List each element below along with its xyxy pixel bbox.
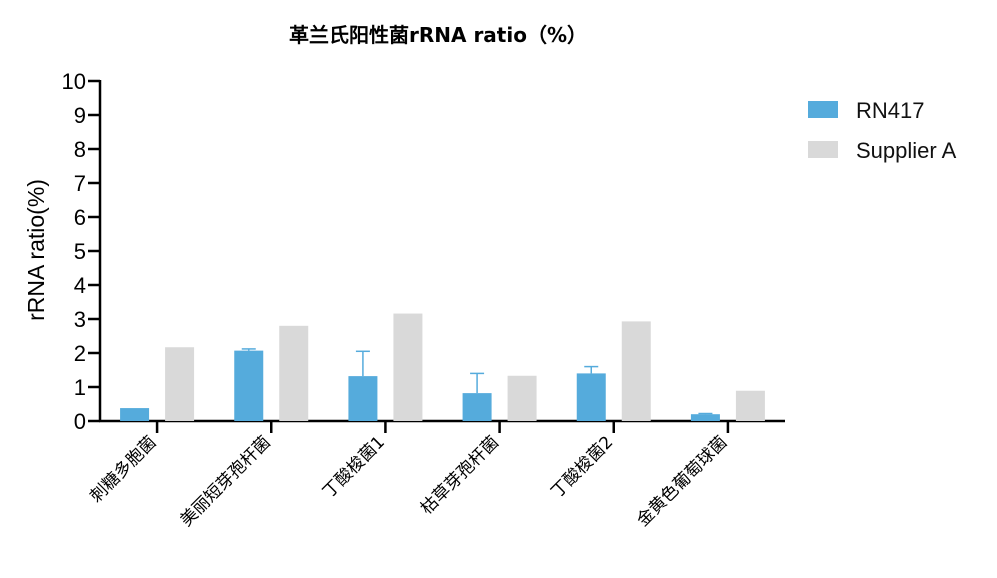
bar-rn417 [120, 408, 150, 421]
bar-rn417 [348, 376, 378, 421]
legend-label: Supplier A [856, 138, 957, 163]
y-tick-label: 10 [62, 69, 86, 94]
x-tick-label: 金黄色葡萄球菌 [633, 432, 731, 530]
y-tick-label: 7 [74, 171, 86, 196]
x-axis: 刺糖多胞菌 美丽短芽孢杆菌 丁酸梭菌1 枯草芽孢杆菌 丁酸梭菌2 金黄色葡萄球菌 [86, 419, 785, 531]
y-tick-label: 0 [74, 409, 86, 434]
y-tick-label: 3 [74, 307, 86, 332]
bar-supplier-a [735, 390, 765, 421]
y-axis: 0 1 2 3 4 5 6 7 8 9 10 [62, 69, 102, 434]
y-tick-label: 1 [74, 375, 86, 400]
chart-title: 革兰氏阳性菌rRNA ratio（%） [289, 23, 587, 47]
legend-swatch [808, 101, 838, 118]
x-tick-label: 刺糖多胞菌 [86, 432, 160, 506]
bar-supplier-a [165, 347, 195, 421]
legend-swatch [808, 141, 838, 158]
bar-supplier-a [279, 325, 309, 421]
bar-rn417 [690, 414, 720, 421]
bar-supplier-a [393, 313, 423, 421]
bar-supplier-a [621, 321, 651, 421]
y-tick-label: 5 [74, 239, 86, 264]
y-tick-label: 4 [74, 273, 86, 298]
x-tick-label: 丁酸梭菌2 [547, 432, 617, 502]
legend: RN417 Supplier A [808, 98, 957, 163]
x-tick-label: 美丽短芽孢杆菌 [176, 432, 274, 530]
legend-label: RN417 [856, 98, 924, 123]
x-tick-label: 丁酸梭菌1 [319, 432, 389, 502]
y-tick-label: 2 [74, 341, 86, 366]
y-axis-label: rRNA ratio(%) [23, 179, 49, 321]
bar-rn417 [462, 393, 492, 421]
bar-rn417 [576, 373, 606, 421]
y-tick-label: 6 [74, 205, 86, 230]
y-tick-label: 8 [74, 137, 86, 162]
bars [120, 313, 765, 421]
bar-rn417 [234, 350, 264, 421]
y-tick-label: 9 [74, 103, 86, 128]
x-tick-label: 枯草芽孢杆菌 [417, 432, 503, 518]
bar-supplier-a [507, 375, 537, 421]
